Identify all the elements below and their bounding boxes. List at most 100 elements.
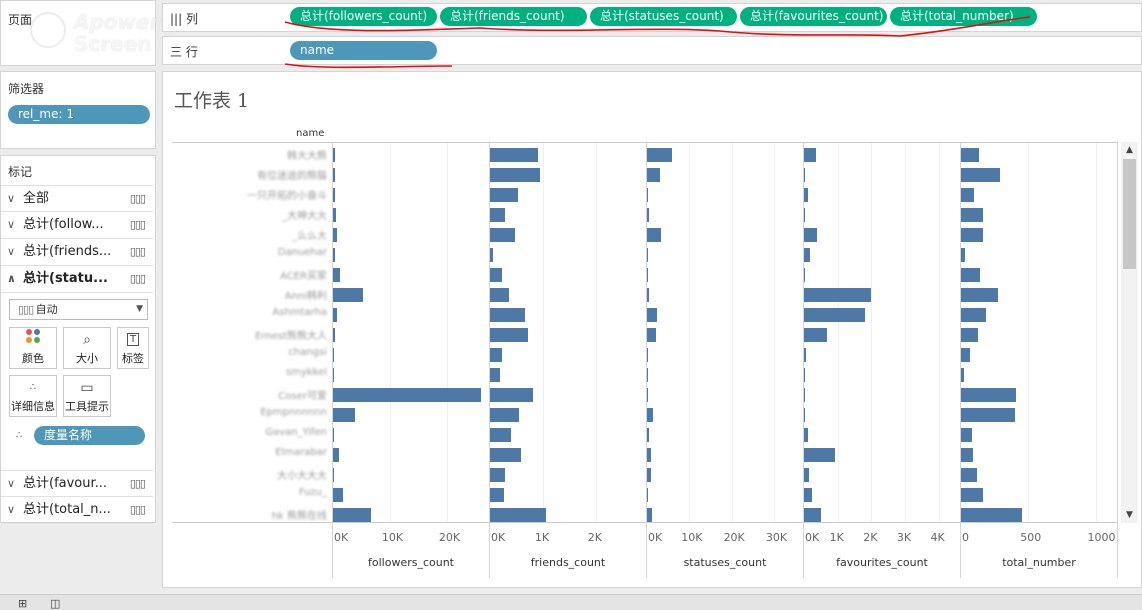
bar <box>647 488 648 502</box>
gridline <box>938 143 940 522</box>
vertical-scrollbar[interactable]: ▲ ▼ <box>1121 142 1138 523</box>
axis-tick-label: 10K <box>381 531 404 544</box>
row-label: changsi <box>288 347 327 358</box>
bar <box>490 448 522 462</box>
bar <box>647 388 649 402</box>
bar <box>490 468 506 482</box>
marks-row-statuses[interactable]: ∧ 总计(statu... ▯▯▯ <box>1 266 153 293</box>
bar-chart-icon: ▯▯▯ <box>129 245 146 258</box>
marks-row-total[interactable]: ∨ 总计(total_n... ▯▯▯ <box>1 497 153 524</box>
bar <box>333 208 337 222</box>
bar <box>961 208 983 222</box>
mark-type-select[interactable]: ▯▯▯ 自动 ▼ <box>9 299 148 320</box>
bar <box>490 268 503 282</box>
col-pill-friends[interactable]: 总计(friends_count) <box>440 7 587 26</box>
bar <box>333 148 335 162</box>
chevron-down-icon: ∨ <box>7 503 16 516</box>
bar <box>490 288 510 302</box>
scroll-up-arrow[interactable]: ▲ <box>1126 145 1133 155</box>
col-pill-statuses[interactable]: 总计(statuses_count) <box>590 7 737 26</box>
rows-label: 三 行 <box>170 45 198 59</box>
pages-shelf[interactable] <box>0 0 156 66</box>
marks-row-all[interactable]: ∨ 全部 ▯▯▯ <box>1 185 153 212</box>
bar <box>961 488 983 502</box>
marks-row-favourites[interactable]: ∨ 总计(favour... ▯▯▯ <box>1 470 153 497</box>
bar <box>333 508 372 522</box>
row-label: Epmpnnnnnn <box>260 407 327 418</box>
detail-button[interactable]: ∴ 详细信息 <box>9 375 57 417</box>
chart-bottom-border <box>172 522 1118 523</box>
bar <box>804 308 866 322</box>
row-label: Elmarabar <box>275 447 327 458</box>
bar <box>647 468 651 482</box>
chevron-down-icon: ∨ <box>7 245 16 258</box>
filter-pill-rel-me[interactable]: rel_me: 1 <box>8 105 150 124</box>
detail-icon: ∴ <box>29 382 37 393</box>
tooltip-icon: ▭ <box>80 380 94 396</box>
bar <box>490 388 534 402</box>
bar <box>647 408 653 422</box>
panel-divider <box>803 143 804 578</box>
label-icon: T <box>118 328 148 350</box>
col-pill-followers[interactable]: 总计(followers_count) <box>290 7 437 26</box>
panel-divider <box>489 143 490 578</box>
bar <box>333 408 355 422</box>
bar <box>647 368 648 382</box>
axis-title: favourites_count <box>836 556 928 569</box>
scroll-down-arrow[interactable]: ▼ <box>1126 510 1133 520</box>
scroll-thumb[interactable] <box>1123 159 1136 269</box>
bar <box>961 308 986 322</box>
bar <box>647 168 661 182</box>
label-button[interactable]: T 标签 <box>117 327 149 369</box>
bar <box>333 468 334 482</box>
gridline <box>871 143 873 522</box>
bar <box>333 248 335 262</box>
gridline <box>595 143 597 522</box>
gridline <box>731 143 733 522</box>
bar <box>490 508 546 522</box>
axis-tick-label: 4K <box>930 531 945 544</box>
bar <box>490 408 519 422</box>
measure-names-pill[interactable]: 度量名称 <box>34 426 145 445</box>
mark-type-value: 自动 <box>35 303 58 316</box>
tooltip-button[interactable]: ▭ 工具提示 <box>63 375 111 417</box>
bar <box>490 188 518 202</box>
row-label: Anni韩利 <box>284 291 327 302</box>
marks-row-followers[interactable]: ∨ 总计(follow... ▯▯▯ <box>1 212 153 239</box>
bar <box>961 448 974 462</box>
color-button[interactable]: 颜色 <box>9 327 57 369</box>
bar <box>490 368 501 382</box>
detail-label: 详细信息 <box>11 400 55 413</box>
bar <box>333 348 334 362</box>
panel-divider <box>1117 143 1118 578</box>
bar <box>647 188 648 202</box>
axis-tick-label: 0 <box>962 531 969 544</box>
map-icon[interactable]: ◫ <box>50 597 61 610</box>
bar <box>961 388 1017 402</box>
size-button[interactable]: ⌕ 大小 <box>63 327 111 369</box>
pages-label: 页面 <box>8 13 33 27</box>
bar-chart-icon: ▯▯▯ <box>129 477 146 490</box>
axis-tick-label: 0K <box>805 531 820 544</box>
bar <box>961 428 973 442</box>
row-label: 大小大大大 <box>277 471 327 482</box>
marks-row-friends[interactable]: ∨ 总计(friends... ▯▯▯ <box>1 239 153 266</box>
bar <box>333 168 335 182</box>
gridline <box>904 143 906 522</box>
col-pill-total[interactable]: 总计(total_number) <box>890 7 1037 26</box>
bar <box>647 248 648 262</box>
watermark-logo-icon <box>30 12 66 48</box>
col-pill-favourites[interactable]: 总计(favourites_count) <box>740 7 887 26</box>
bar <box>804 388 805 402</box>
row-label: Coser可爱 <box>278 391 327 402</box>
panel-divider <box>332 143 333 578</box>
axis-tick-label: 2K <box>587 531 602 544</box>
bar <box>804 408 805 422</box>
bar <box>647 428 649 442</box>
row-label: hk 熊熊在线 <box>271 511 327 522</box>
bar <box>647 268 648 282</box>
row-pill-name[interactable]: name <box>290 41 437 60</box>
bar <box>804 468 809 482</box>
grid-icon[interactable]: ⊞ <box>18 597 28 610</box>
bar <box>804 508 822 522</box>
